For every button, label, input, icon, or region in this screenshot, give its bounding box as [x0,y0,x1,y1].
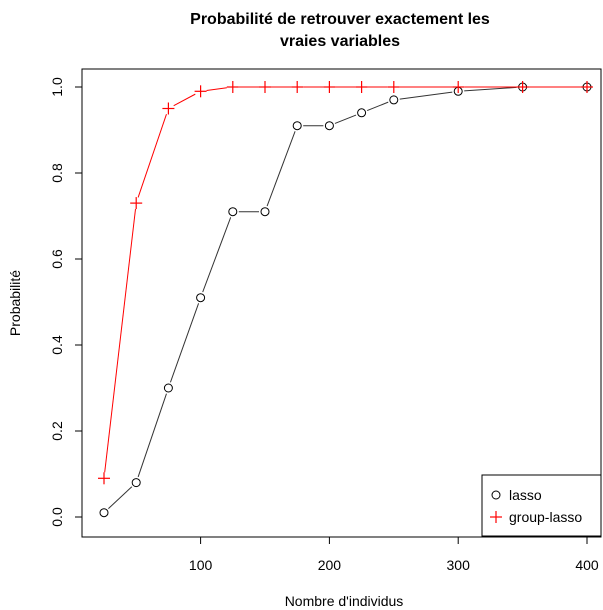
x-tick-label: 100 [189,557,213,573]
series-segment [173,93,196,107]
data-point [196,293,206,303]
legend-lasso-marker [491,490,501,500]
series-segment [108,486,133,509]
x-tick-label: 300 [447,557,471,573]
y-axis-label: Probabilité [7,270,23,336]
y-tick-label: 0.8 [49,163,65,183]
y-axis: 0.0 0.2 0.4 0.6 0.8 1.0 [49,77,83,527]
data-point [99,508,109,518]
data-point [226,81,239,93]
data-point [324,121,334,131]
data-point [131,478,141,488]
data-point [387,81,400,93]
legend-box [481,474,602,537]
series-lasso [99,82,592,518]
data-point [194,85,207,98]
data-point [259,81,271,93]
data-point [581,81,593,93]
y-tick-label: 0.0 [49,507,65,527]
y-tick-label: 0.6 [49,249,65,269]
data-point [98,472,110,485]
legend-lasso-label: lasso [509,487,542,503]
y-tick-label: 0.2 [49,421,65,441]
series-segment [334,114,357,124]
series-segment [366,101,389,112]
data-point [452,81,465,93]
x-tick-label: 400 [575,557,599,573]
data-point [130,197,143,210]
data-point [228,207,238,217]
data-point [163,383,173,393]
series-segment [169,303,200,383]
series-segment [206,87,227,92]
y-tick-label: 0.4 [49,335,65,355]
y-tick-label: 1.0 [49,77,65,97]
series-segment [137,114,167,198]
x-axis-label: Nombre d'individus [285,593,404,609]
data-point [355,81,368,93]
legend: lasso group-lasso [481,474,602,537]
series-group-lasso [98,81,593,485]
series-layer [98,81,593,518]
data-point [292,121,302,131]
legend-group-lasso-marker [490,511,502,523]
plot-frame [81,68,602,538]
series-segment [202,217,232,293]
data-point [291,81,304,93]
series-segment [137,393,167,478]
series-segment [266,131,296,207]
series-segment [399,91,453,100]
data-point [516,81,529,93]
x-tick-label: 200 [318,557,342,573]
series-segment [104,209,136,473]
data-point [389,95,399,105]
x-axis: 100 200 300 400 [189,536,599,573]
chart-title-line-2: vraies variables [280,33,400,50]
chart-title-line-1: Probabilité de retrouver exactement les [190,11,490,28]
data-point [323,81,336,93]
series-segment [464,86,517,92]
data-point [162,102,175,115]
data-point [260,207,270,217]
legend-group-lasso-label: group-lasso [509,509,582,525]
data-point [357,108,367,118]
